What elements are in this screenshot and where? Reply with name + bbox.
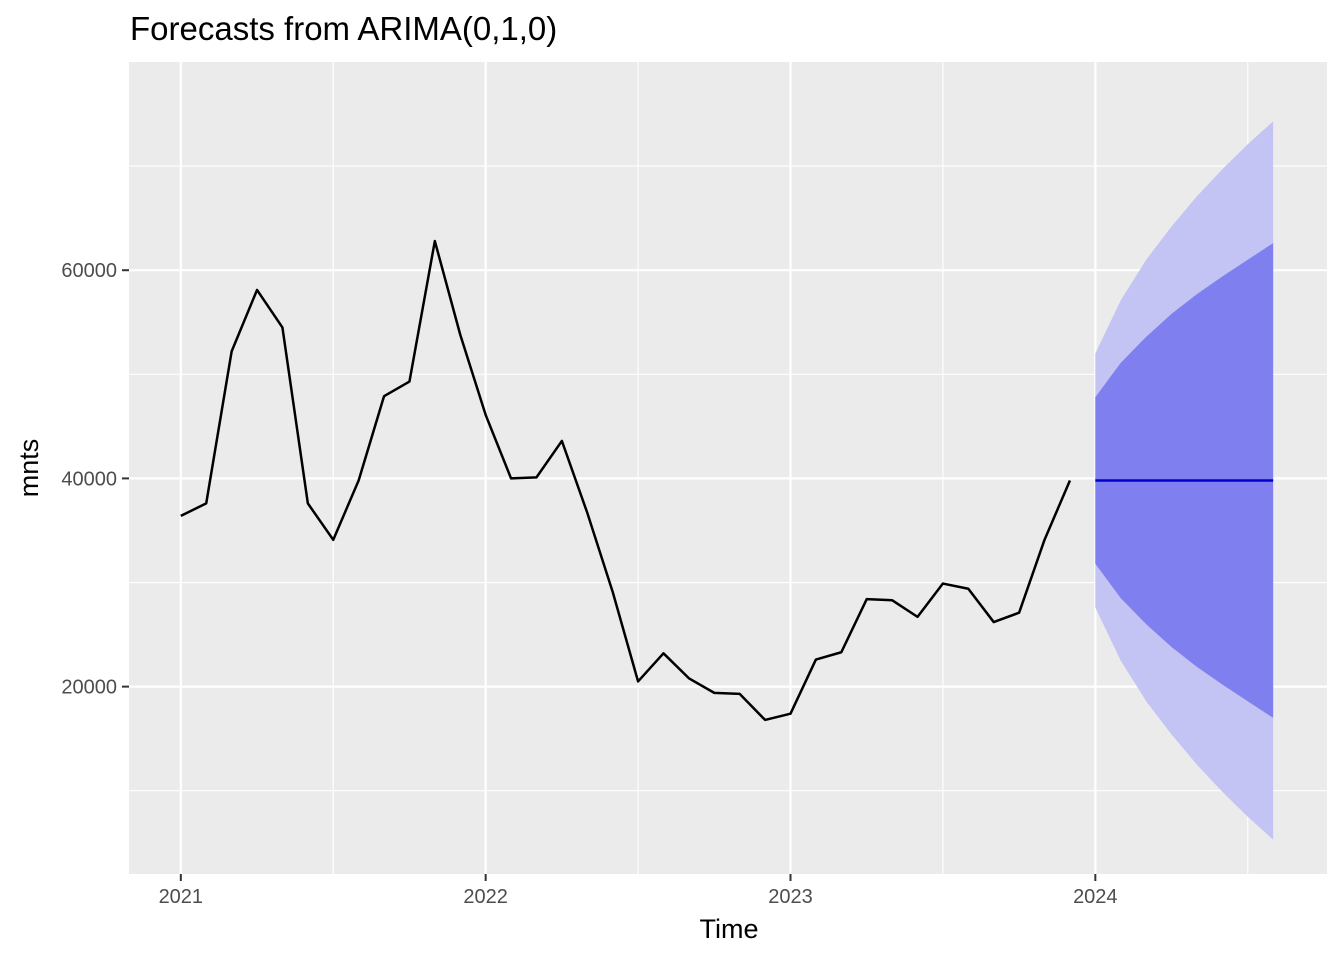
y-tick-label: 60000 bbox=[61, 260, 117, 282]
major-gridlines bbox=[129, 62, 1327, 874]
y-tick-label: 20000 bbox=[61, 677, 117, 699]
x-axis-title: Time bbox=[700, 914, 759, 944]
series-lines bbox=[180, 239, 1274, 722]
chart-title: Forecasts from ARIMA(0,1,0) bbox=[130, 10, 557, 47]
x-tick-label: 2021 bbox=[159, 886, 204, 908]
x-tick-label: 2023 bbox=[768, 886, 813, 908]
x-tick-label: 2022 bbox=[463, 886, 508, 908]
y-tick-label: 40000 bbox=[61, 468, 117, 490]
x-axis-ticks: 2021 2022 2023 2024 bbox=[159, 874, 1118, 908]
x-tick-label: 2024 bbox=[1073, 886, 1118, 908]
y-axis-title: mnts bbox=[14, 439, 44, 498]
observed-series-line bbox=[180, 239, 1072, 722]
y-axis-ticks: 20000 40000 60000 bbox=[61, 260, 129, 699]
